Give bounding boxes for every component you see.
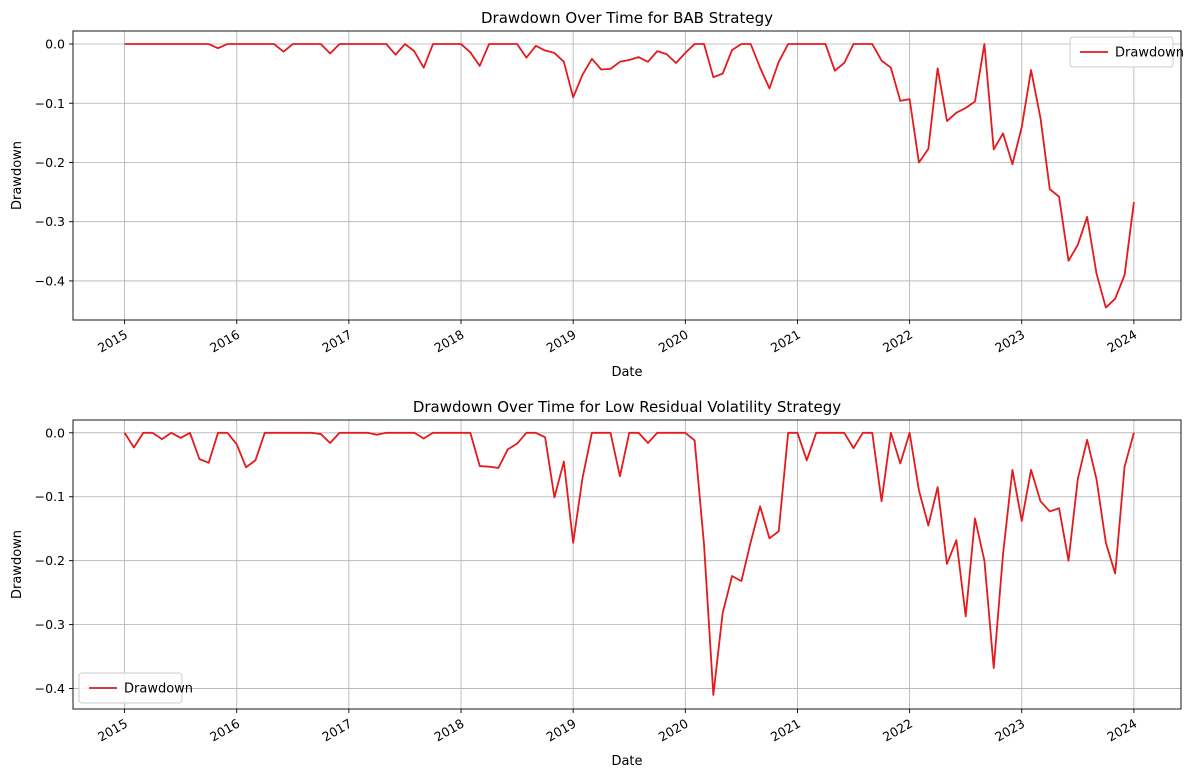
legend-box (1069, 36, 1174, 68)
x-axis-label: Date (611, 754, 642, 769)
plot-frame (72, 30, 1182, 321)
y-tick-label: −0.1 (35, 96, 65, 111)
legend-label: Drawdown (124, 682, 193, 697)
y-axis-label: Drawdown (10, 141, 25, 210)
legend-box (78, 672, 183, 704)
x-tick-label: 2020 (656, 327, 691, 356)
series-line-drawdown (124, 43, 1135, 309)
y-axis-label: Drawdown (10, 530, 25, 599)
y-tick-label: −0.4 (35, 273, 65, 288)
x-tick-label: 2021 (768, 716, 803, 745)
x-axis-label: Date (611, 365, 642, 380)
x-tick-label: 2019 (544, 716, 579, 745)
x-tick-label: 2015 (95, 327, 130, 356)
x-tick-label: 2017 (319, 716, 354, 745)
y-tick-label: −0.3 (35, 617, 65, 632)
x-tick-label: 2016 (207, 716, 242, 745)
x-tick-label: 2020 (656, 716, 691, 745)
x-tick-label: 2022 (880, 716, 915, 745)
legend-label: Drawdown (1115, 46, 1184, 61)
y-tick-label: −0.3 (35, 214, 65, 229)
x-tick-label: 2024 (1104, 327, 1139, 356)
chart-1: 2015 2016 2017 2018 2019 2020 2021 2022 2023 2024… (10, 9, 1184, 380)
x-tick-label: 2015 (95, 716, 130, 745)
x-tick-label: 2019 (544, 327, 579, 356)
y-tick-label: −0.2 (35, 155, 65, 170)
x-tick-label: 2017 (319, 327, 354, 356)
x-tick-label: 2016 (207, 327, 242, 356)
legend: Drawdown (1069, 36, 1184, 68)
y-tick-label: 0.0 (45, 425, 65, 440)
chart-title: Drawdown Over Time for Low Residual Vola… (413, 398, 841, 416)
x-tick-label: 2022 (880, 327, 915, 356)
x-tick-label: 2021 (768, 327, 803, 356)
series-line-drawdown (123, 431, 1135, 696)
chart-2: 2015 2016 2017 2018 2019 2020 2021 2022 2023 2024… (10, 398, 1182, 769)
y-tick-label: −0.4 (35, 681, 65, 696)
x-tick-label: 2018 (431, 716, 466, 745)
x-tick-label: 2018 (431, 327, 466, 356)
plot-frame (72, 419, 1182, 710)
y-tick-label: −0.1 (35, 489, 65, 504)
x-tick-label: 2024 (1104, 716, 1139, 745)
legend: Drawdown (78, 672, 193, 704)
chart-title: Drawdown Over Time for BAB Strategy (481, 9, 773, 27)
x-tick-label: 2023 (992, 716, 1027, 745)
y-tick-label: 0.0 (45, 37, 65, 52)
y-tick-label: −0.2 (35, 553, 65, 568)
x-tick-label: 2023 (992, 327, 1027, 356)
